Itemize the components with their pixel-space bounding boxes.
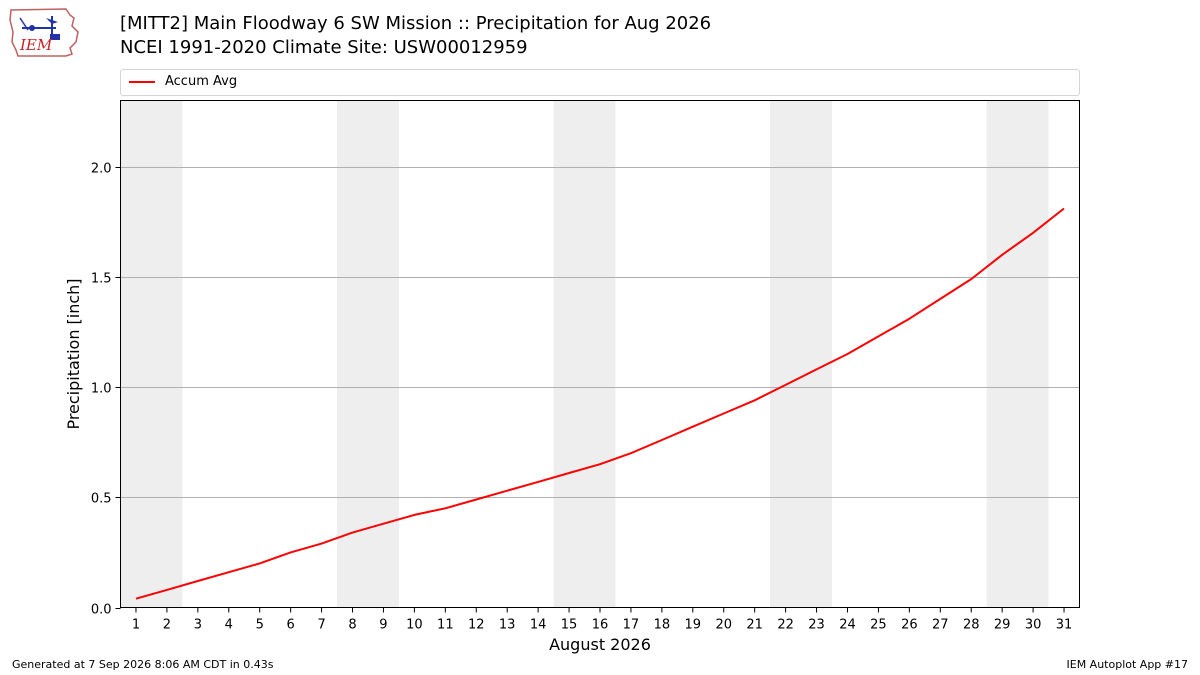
- series-line-accum-avg: [135, 207, 1065, 600]
- iem-logo-icon: IEM: [9, 8, 79, 57]
- x-tick-label: 12: [468, 618, 485, 633]
- x-tick-label: 6: [287, 618, 295, 633]
- x-tick-label: 22: [777, 618, 794, 633]
- x-tick-label: 29: [994, 618, 1011, 633]
- x-tick-label: 23: [808, 618, 825, 633]
- y-tick-label: 1.0: [91, 382, 112, 397]
- x-tick-label: 18: [654, 618, 671, 633]
- x-tick-label: 16: [592, 618, 609, 633]
- x-tick-label: 19: [685, 618, 702, 633]
- x-tick-label: 17: [623, 618, 640, 633]
- weekend-band: [770, 100, 833, 608]
- x-tick-label: 10: [406, 618, 423, 633]
- y-tick-label: 0.5: [91, 492, 112, 507]
- x-tick-label: 21: [746, 618, 763, 633]
- x-tick-label: 7: [317, 618, 325, 633]
- x-tick-label: 20: [715, 618, 732, 633]
- chart-subtitle: NCEI 1991-2020 Climate Site: USW00012959: [120, 37, 528, 58]
- logo-text: IEM: [19, 36, 53, 54]
- x-tick-label: 26: [901, 618, 918, 633]
- y-tick-label: 1.5: [91, 272, 112, 287]
- x-tick-label: 24: [839, 618, 856, 633]
- x-tick-label: 31: [1056, 618, 1073, 633]
- y-tick-label: 0.0: [91, 603, 112, 618]
- x-tick-label: 4: [225, 618, 233, 633]
- x-tick-label: 25: [870, 618, 887, 633]
- x-tick-label: 28: [963, 618, 980, 633]
- y-axis-label: Precipitation [inch]: [64, 278, 83, 429]
- chart-title: [MITT2] Main Floodway 6 SW Mission :: Pr…: [120, 13, 712, 34]
- x-tick-label: 1: [132, 618, 140, 633]
- x-tick-label: 30: [1025, 618, 1042, 633]
- x-tick-label: 8: [348, 618, 356, 633]
- generated-timestamp: Generated at 7 Sep 2026 8:06 AM CDT in 0…: [12, 658, 274, 671]
- x-tick-label: 9: [379, 618, 387, 633]
- x-tick-label: 15: [561, 618, 578, 633]
- x-tick-label: 3: [194, 618, 202, 633]
- x-axis-label: August 2026: [549, 635, 651, 654]
- x-tick-label: 13: [499, 618, 516, 633]
- legend: Accum Avg: [120, 69, 1080, 96]
- weekend-band: [120, 100, 183, 608]
- legend-label: Accum Avg: [165, 74, 238, 89]
- x-tick-label: 5: [256, 618, 264, 633]
- x-tick-label: 27: [932, 618, 949, 633]
- weekend-band: [337, 100, 399, 608]
- y-tick-label: 2.0: [91, 162, 112, 177]
- x-tick-label: 11: [437, 618, 454, 633]
- app-label: IEM Autoplot App #17: [1066, 658, 1189, 671]
- weekend-band: [553, 100, 616, 608]
- legend-swatch: [129, 81, 155, 83]
- weekend-band: [986, 100, 1049, 608]
- x-tick-label: 14: [530, 618, 547, 633]
- x-tick-label: 2: [163, 618, 171, 633]
